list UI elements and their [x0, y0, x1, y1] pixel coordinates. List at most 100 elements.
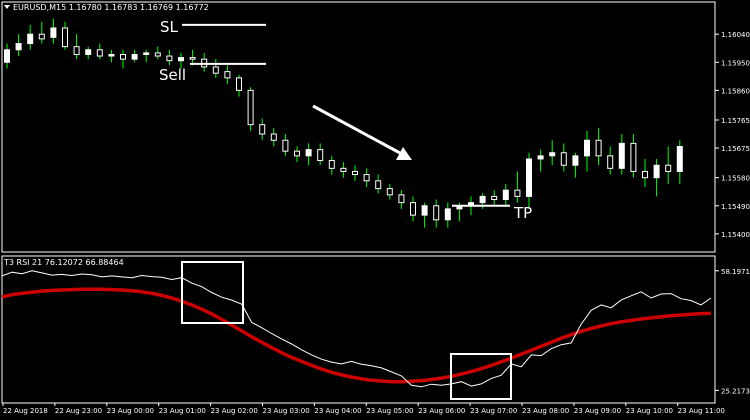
indicator-tick-label: 58.19714 — [721, 268, 750, 276]
candle — [166, 49, 173, 66]
time-tick-label: 23 Aug 00:00 — [107, 407, 154, 415]
candle-body — [108, 53, 115, 57]
time-axis: 22 Aug 2018 22 Aug 23:00 23 Aug 00:00 23 Au… — [2, 403, 725, 415]
candle-body — [212, 66, 219, 74]
time-tick-label: 22 Aug 2018 — [3, 407, 48, 415]
candle-body — [572, 155, 579, 166]
candle — [514, 171, 521, 203]
candle-body — [433, 205, 440, 221]
price-tick-label: 1.15580 — [721, 175, 750, 183]
candle-body — [607, 155, 614, 169]
candle — [131, 49, 138, 63]
candle-body — [595, 139, 602, 157]
candle-body — [62, 27, 68, 48]
candle — [433, 199, 440, 228]
candle — [363, 168, 370, 188]
candle-body — [15, 43, 22, 51]
price-tick-label: 1.16040 — [721, 31, 750, 39]
candle-body — [421, 205, 428, 216]
candle-body — [491, 195, 498, 201]
candle — [328, 155, 335, 175]
candle — [317, 143, 324, 166]
candle — [676, 140, 683, 184]
candle — [549, 140, 556, 166]
candle — [154, 46, 161, 60]
candle — [15, 34, 22, 57]
candle-body — [270, 133, 277, 141]
candle — [178, 52, 184, 69]
candle — [50, 18, 57, 44]
candle — [642, 158, 648, 188]
candle — [653, 158, 660, 197]
candle — [73, 34, 80, 60]
sl-label: SL — [160, 18, 179, 36]
candle-body — [584, 139, 590, 157]
candle — [143, 49, 150, 63]
candle — [618, 134, 625, 175]
candle — [537, 149, 544, 172]
candle-body — [375, 180, 382, 190]
candle — [410, 196, 416, 222]
price-tick-label: 1.15950 — [721, 59, 750, 67]
candle — [282, 134, 289, 156]
symbol-header: EURUSD,M15 1.16780 1.16783 1.16769 1.167… — [4, 3, 209, 12]
candle-body — [630, 142, 637, 172]
trend-arrow — [312, 104, 412, 160]
candle-body — [282, 139, 289, 152]
time-tick-label: 23 Aug 05:00 — [366, 407, 413, 415]
candle-body — [398, 194, 405, 204]
candle-body — [38, 33, 45, 40]
candle-body — [224, 71, 231, 79]
time-tick-label: 23 Aug 07:00 — [470, 407, 517, 415]
candle — [38, 21, 45, 44]
candle — [96, 43, 103, 60]
candle — [444, 202, 451, 228]
sell-label: Sell — [159, 66, 186, 84]
candlestick-series — [4, 18, 683, 228]
candle — [62, 21, 68, 50]
candle — [270, 127, 277, 147]
candle — [305, 143, 312, 166]
candle-body — [549, 152, 556, 157]
time-tick-label: 23 Aug 04:00 — [314, 407, 361, 415]
candle-body — [352, 170, 358, 176]
candle-body — [166, 55, 173, 62]
candle-body — [247, 89, 254, 126]
candle-body — [178, 57, 184, 62]
time-tick-label: 23 Aug 03:00 — [263, 407, 310, 415]
candle-body — [236, 77, 242, 91]
candle-body — [560, 152, 567, 166]
rsi-line — [1, 270, 712, 388]
candle-body — [154, 52, 161, 57]
candle — [85, 46, 92, 60]
candle — [584, 130, 590, 172]
candle-body — [502, 189, 509, 201]
price-tick-label: 1.15400 — [721, 231, 750, 239]
candle — [201, 52, 208, 72]
candle — [375, 174, 382, 194]
candle — [340, 162, 347, 178]
time-tick-label: 23 Aug 08:00 — [522, 407, 569, 415]
t3-signal-line — [1, 287, 712, 384]
candle-body — [363, 174, 370, 182]
candle — [212, 59, 219, 78]
candle-body — [665, 164, 672, 172]
candle-body — [479, 195, 486, 204]
indicator-series — [1, 270, 712, 388]
candle — [607, 146, 614, 175]
price-tick-label: 1.15765 — [721, 117, 750, 125]
candle — [189, 49, 196, 66]
candle-body — [317, 149, 324, 162]
indicator-tick-label: 25.21738 — [721, 387, 750, 395]
candle — [236, 74, 242, 97]
time-tick-label: 23 Aug 11:00 — [678, 407, 725, 415]
candle-body — [120, 53, 126, 60]
candle — [352, 165, 358, 181]
entry-signal-box — [181, 261, 244, 324]
dropdown-triangle-icon — [4, 5, 10, 9]
candle-body — [444, 208, 451, 221]
candle — [27, 24, 34, 50]
price-tick-label: 1.15860 — [721, 87, 750, 95]
candle — [502, 183, 509, 206]
